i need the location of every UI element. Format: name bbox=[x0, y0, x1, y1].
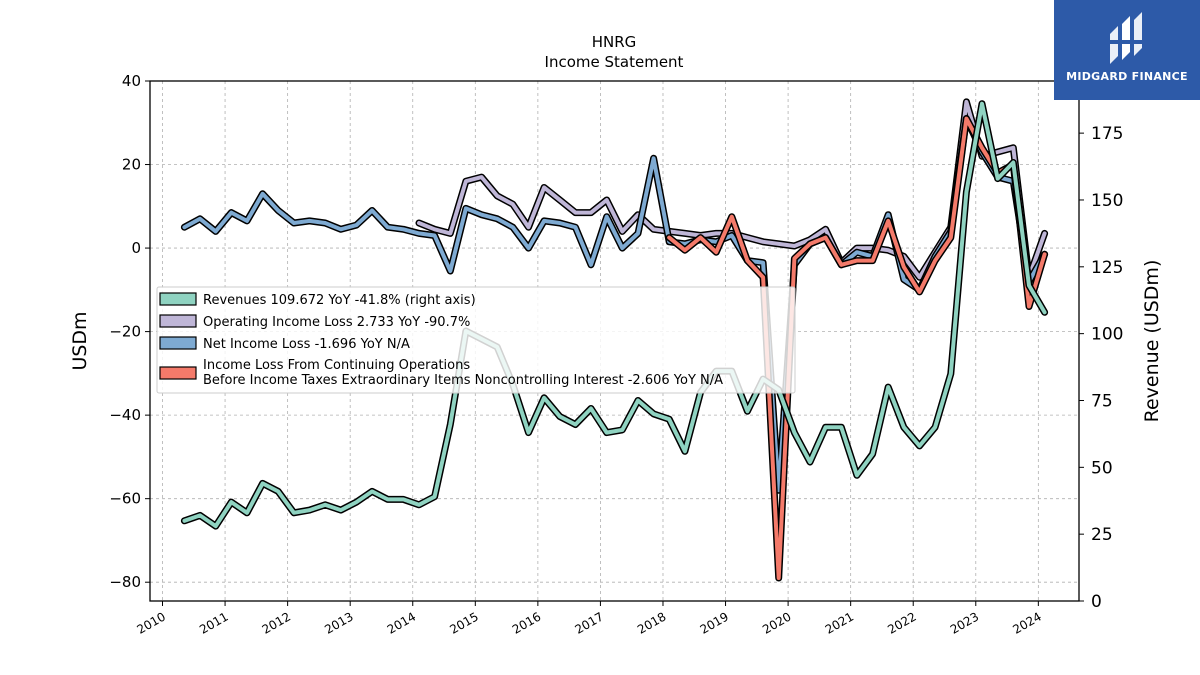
x-tick-label: 2013 bbox=[322, 609, 355, 636]
x-tick-label: 2015 bbox=[447, 609, 480, 636]
y-tick-label-left: 20 bbox=[122, 156, 141, 174]
legend-label-pretax-income-line1: Income Loss From Continuing Operations bbox=[203, 358, 470, 373]
y-tick-label-left: −40 bbox=[109, 406, 141, 424]
x-tick-label: 2010 bbox=[135, 609, 168, 636]
x-tick-label: 2019 bbox=[698, 609, 731, 636]
legend-swatch-pretax-income bbox=[159, 366, 197, 380]
legend-box bbox=[156, 286, 796, 394]
legend-label-pretax-income-line2: Before Income Taxes Extraordinary Items … bbox=[203, 373, 723, 388]
legend-swatch-operating-income bbox=[159, 314, 197, 328]
legend-label-net-income: Net Income Loss -1.696 YoY N/A bbox=[203, 337, 410, 352]
midgard-finance-logo: MIDGARD FINANCE bbox=[1054, 0, 1200, 100]
chart-title: HNRG bbox=[592, 33, 637, 51]
series-line-revenues bbox=[182, 101, 1047, 529]
x-tick-label: 2014 bbox=[385, 609, 418, 636]
series-outline-operating-income-loss bbox=[415, 98, 1049, 281]
y-tick-label-left: −80 bbox=[109, 573, 141, 591]
x-tick-label: 2016 bbox=[510, 609, 543, 636]
x-tick-label: 2021 bbox=[823, 609, 856, 636]
chart-subtitle: Income Statement bbox=[545, 53, 684, 71]
x-tick-label: 2018 bbox=[635, 609, 668, 636]
x-tick-label: 2011 bbox=[197, 609, 230, 636]
legend-label-revenues: Revenues 109.672 YoY -41.8% (right axis) bbox=[203, 293, 476, 308]
y-tick-label-right: 75 bbox=[1091, 391, 1113, 411]
y-tick-label-right: 25 bbox=[1091, 525, 1113, 545]
x-tick-label: 2024 bbox=[1010, 609, 1043, 636]
x-tick-label: 2012 bbox=[260, 609, 293, 636]
x-tick-label: 2020 bbox=[760, 609, 793, 636]
legend: Revenues 109.672 YoY -41.8% (right axis)… bbox=[156, 286, 796, 394]
legend-swatch-net-income bbox=[159, 336, 197, 350]
plot-frame bbox=[149, 80, 1080, 602]
axis-layer: 2010 2011 2012 2013 2014 2015 2016 2017 2018 2019… bbox=[109, 72, 1123, 637]
y-tick-label-right: 0 bbox=[1091, 592, 1102, 612]
series-line-operating-income-loss bbox=[417, 99, 1047, 280]
midgard-logo-icon bbox=[1110, 12, 1142, 64]
y-tick-label-right: 50 bbox=[1091, 458, 1113, 478]
y-tick-label-left: −20 bbox=[109, 323, 141, 341]
y-tick-label-left: 40 bbox=[122, 72, 141, 90]
y-axis-label-left: USDm bbox=[69, 311, 91, 370]
y-tick-label-left: 0 bbox=[131, 239, 141, 257]
y-tick-label-left: −60 bbox=[109, 490, 141, 508]
y-tick-label-right: 100 bbox=[1091, 325, 1123, 345]
series-line-income-loss-from-continuing-operations-before-income-taxes-extraordinary-items-noncontrolling-interest bbox=[667, 116, 1047, 580]
legend-label-operating-income: Operating Income Loss 2.733 YoY -90.7% bbox=[203, 315, 470, 330]
y-tick-label-right: 125 bbox=[1091, 258, 1123, 278]
series-layer bbox=[180, 98, 1049, 582]
y-axis-label-right: Revenue (USDm) bbox=[1141, 260, 1163, 423]
legend-swatch-revenues bbox=[159, 292, 197, 306]
y-tick-label-right: 175 bbox=[1091, 124, 1123, 144]
x-tick-label: 2022 bbox=[885, 609, 918, 636]
logo-text: MIDGARD FINANCE bbox=[1066, 70, 1188, 83]
x-tick-label: 2023 bbox=[948, 609, 981, 636]
y-tick-label-right: 150 bbox=[1091, 191, 1123, 211]
x-tick-label: 2017 bbox=[572, 609, 605, 636]
grid-layer bbox=[150, 80, 1079, 601]
